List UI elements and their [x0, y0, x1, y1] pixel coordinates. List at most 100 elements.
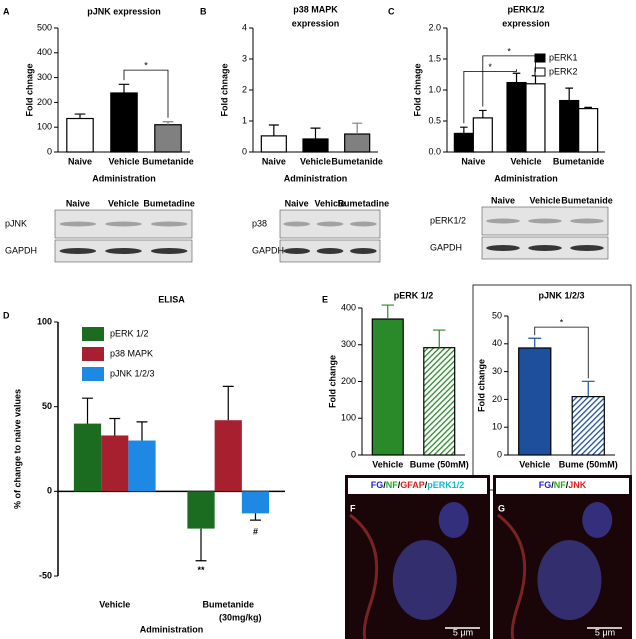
y-tick-label: 2.0 — [428, 22, 441, 32]
y-tick-label: -50 — [39, 570, 52, 580]
blot-column-label: Naive — [66, 198, 90, 208]
blot-column-label: Vehicle — [108, 198, 139, 208]
bar — [260, 135, 287, 153]
panel-letter: A — [3, 6, 10, 16]
error-bar — [433, 329, 446, 348]
x-tick-label: Bume (50mM) — [410, 459, 469, 469]
blot-band — [486, 245, 520, 251]
blot-column-label: Naive — [491, 195, 515, 205]
bar — [214, 420, 242, 492]
y-tick-label: 0 — [47, 146, 52, 156]
y-tick-label: 0 — [497, 449, 502, 459]
y-tick-label: 200 — [37, 97, 52, 107]
bar — [571, 396, 605, 456]
y-tick-label: 200 — [341, 376, 356, 386]
blot-row-label: GAPDH — [430, 242, 462, 252]
x-axis-label: Administration — [494, 173, 558, 183]
x-tick-label: Naive — [461, 156, 485, 166]
y-tick-label: 30 — [492, 366, 502, 376]
x-tick-label: Bumetanide — [331, 156, 383, 166]
cell-nucleus — [537, 540, 602, 620]
error-bar — [584, 106, 592, 109]
legend-label: pERK2 — [549, 66, 578, 76]
sig-marker: ** — [198, 565, 206, 575]
legend-swatch — [534, 53, 546, 63]
error-bar — [460, 126, 468, 134]
bar — [73, 423, 102, 492]
legend-label: pERK 1/2 — [110, 328, 149, 338]
error-bar — [109, 417, 121, 436]
error-bar — [352, 122, 363, 135]
legend-label: pJNK 1/2/3 — [110, 368, 155, 378]
blot-band — [316, 221, 344, 227]
error-bar — [565, 87, 573, 101]
sig-bracket — [482, 55, 536, 107]
y-tick-label: 0.5 — [428, 115, 441, 125]
y-tick-label: 20 — [492, 394, 502, 404]
error-bar — [74, 113, 86, 119]
bar — [128, 440, 156, 492]
sig-bracket — [123, 69, 169, 118]
x-tick-label: Bumetanide — [553, 156, 605, 166]
y-tick-label: 1.0 — [428, 84, 441, 94]
y-tick-label: 400 — [37, 47, 52, 57]
y-tick-label: 0 — [351, 449, 356, 459]
blot-column-label: Bumetanide — [561, 195, 613, 205]
sig-marker: # — [253, 526, 258, 536]
sig-marker: * — [560, 317, 564, 327]
bar — [453, 132, 474, 153]
x-tick-note: (30mg/kg) — [219, 612, 262, 622]
label-part: GFAP — [400, 480, 425, 490]
blot-band — [59, 221, 97, 227]
bar — [154, 124, 182, 153]
x-tick-label: Bume (50mM) — [559, 459, 618, 469]
label-part: JNK — [568, 480, 587, 490]
micrograph-label: FG/NF/GFAP/pERK1/2 — [371, 480, 465, 490]
blot-band — [150, 221, 188, 227]
y-tick-label: 50 — [42, 401, 52, 411]
x-tick-label: Bumetanide — [202, 599, 254, 609]
y-tick-label: 4 — [242, 22, 247, 32]
x-tick-label: Vehicle — [300, 156, 331, 166]
y-tick-label: 0.0 — [428, 146, 441, 156]
fiber — [497, 513, 527, 639]
chart-title: pJNK expression — [87, 6, 161, 16]
bar — [110, 92, 138, 153]
error-bar — [310, 127, 321, 139]
blot-band — [350, 248, 377, 254]
blot-column-label: Bumetadine — [143, 198, 195, 208]
panel-letter: D — [3, 310, 10, 320]
x-tick-label: Vehicle — [108, 156, 139, 166]
error-bar — [250, 513, 261, 521]
error-bar — [222, 385, 234, 421]
bar — [506, 81, 527, 153]
y-tick-label: 40 — [492, 338, 502, 348]
chart-title: pERK 1/2 — [394, 290, 434, 300]
x-tick-label: Naive — [262, 156, 286, 166]
chart-title: expression — [292, 18, 340, 28]
bar — [66, 117, 94, 153]
x-tick-label: Naive — [68, 156, 92, 166]
error-bar — [479, 109, 487, 118]
blot-row-label: pERK1/2 — [430, 215, 466, 225]
chart-title: expression — [502, 18, 550, 28]
y-tick-label: 2 — [242, 84, 247, 94]
label-part: NF — [554, 480, 566, 490]
blot-band — [105, 221, 142, 227]
label-part: / — [425, 480, 428, 490]
y-axis-label: Fold change — [327, 355, 337, 408]
label-part: pERK1/2 — [427, 480, 464, 490]
sig-marker: * — [144, 61, 148, 71]
blot-band — [283, 221, 310, 227]
error-bar — [528, 337, 542, 348]
error-bar — [162, 121, 174, 125]
sig-bracket — [463, 69, 517, 124]
bar — [101, 435, 129, 492]
blot-column-label: Naive — [285, 198, 309, 208]
micrograph-label-box — [496, 478, 629, 494]
error-bar — [531, 75, 540, 84]
blot-row-label: pJNK — [5, 218, 27, 228]
bar — [423, 347, 456, 456]
blot-band — [105, 248, 142, 254]
panel-letter: E — [322, 294, 328, 304]
